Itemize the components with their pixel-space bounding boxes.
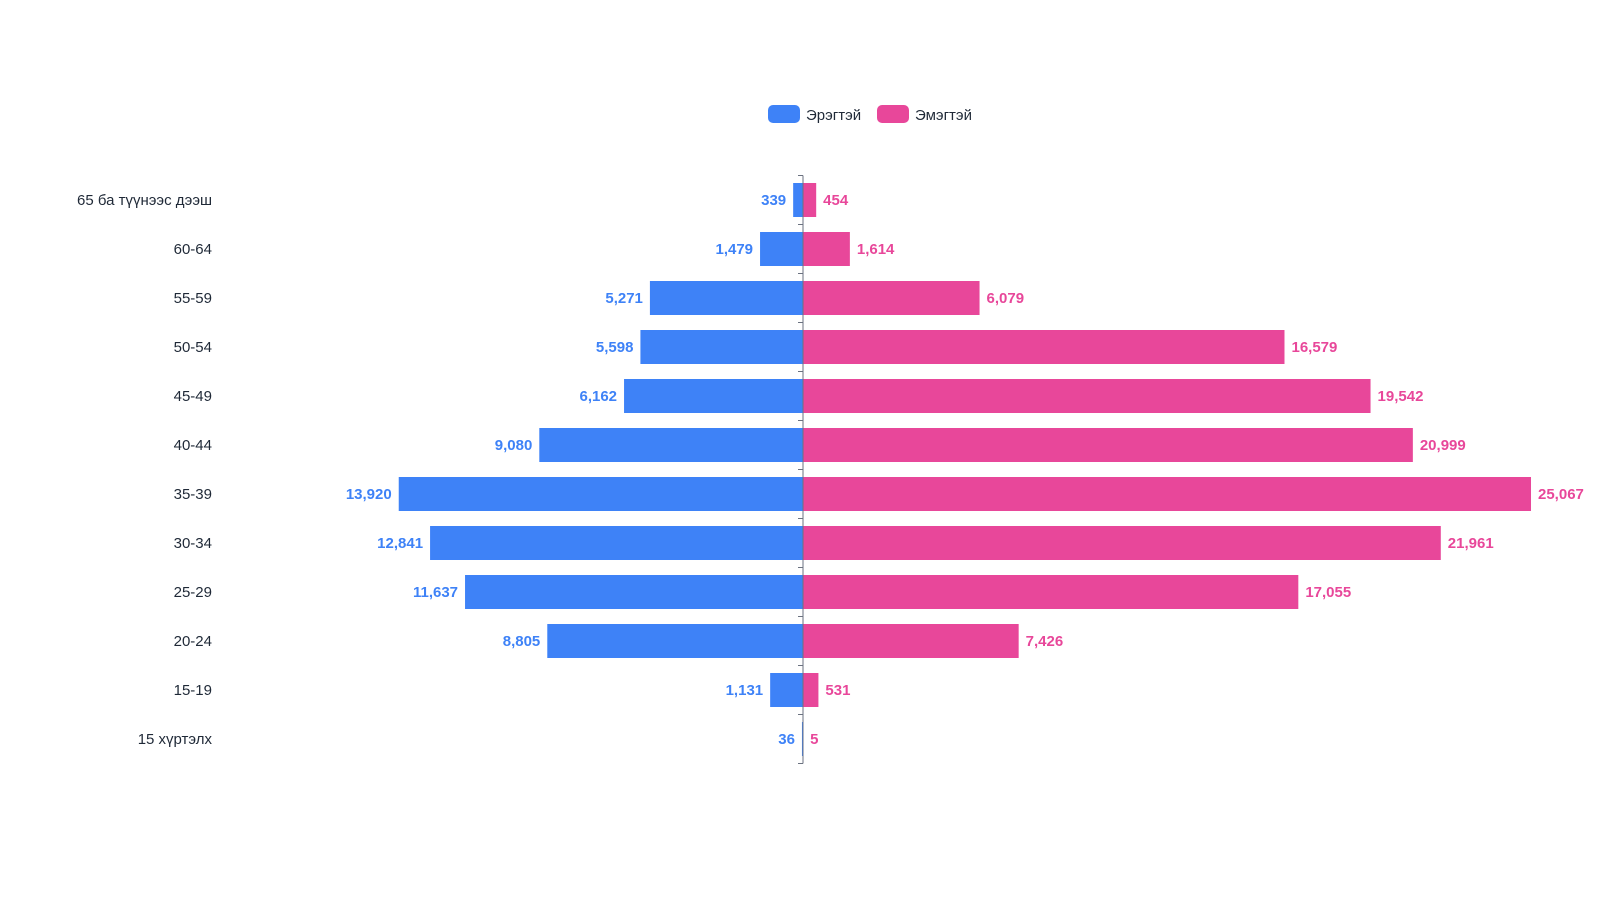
value-label-male: 339 <box>761 192 786 209</box>
bar-male[interactable] <box>430 526 803 560</box>
bar-male[interactable] <box>465 575 803 609</box>
bar-male[interactable] <box>760 232 803 266</box>
category-label: 65 ба түүнээс дээш <box>77 192 212 209</box>
category-label: 45-49 <box>174 388 212 405</box>
value-label-female: 7,426 <box>1026 633 1064 650</box>
value-label-female: 1,614 <box>857 241 895 258</box>
value-label-female: 531 <box>825 682 850 699</box>
bar-female[interactable] <box>803 673 819 707</box>
value-label-male: 1,479 <box>715 241 753 258</box>
value-label-male: 5,598 <box>596 339 634 356</box>
category-label: 30-34 <box>174 535 212 552</box>
value-label-male: 8,805 <box>503 633 541 650</box>
legend-female[interactable]: Эмэгтэй <box>877 105 972 124</box>
value-label-male: 12,841 <box>377 535 423 552</box>
bar-male[interactable] <box>793 183 803 217</box>
bar-female[interactable] <box>803 379 1371 413</box>
bar-female[interactable] <box>803 526 1441 560</box>
bar-female[interactable] <box>803 477 1531 511</box>
bar-female[interactable] <box>803 428 1413 462</box>
bar-male[interactable] <box>801 722 803 756</box>
category-label: 50-54 <box>174 339 212 356</box>
category-label: 15-19 <box>174 682 212 699</box>
bar-male[interactable] <box>539 428 803 462</box>
value-label-male: 9,080 <box>495 437 533 454</box>
bar-female[interactable] <box>803 330 1285 364</box>
value-label-male: 6,162 <box>579 388 617 405</box>
value-label-male: 1,131 <box>726 682 764 699</box>
bar-female[interactable] <box>803 232 850 266</box>
value-labels: 339 454 1,479 1,614 5,271 6,079 5,598 16,579 6,1… <box>346 192 1584 748</box>
value-label-female: 25,067 <box>1538 486 1584 503</box>
chart-bars <box>398 183 1531 756</box>
value-label-female: 5 <box>810 731 818 748</box>
legend-male[interactable]: Эрэгтэй <box>768 105 861 124</box>
value-label-female: 19,542 <box>1378 388 1424 405</box>
center-axis <box>798 175 804 764</box>
category-label: 15 хүртэлх <box>138 731 213 748</box>
legend-male-swatch <box>768 105 800 123</box>
bar-male[interactable] <box>624 379 803 413</box>
bar-male[interactable] <box>398 477 803 511</box>
chart-legend: Эрэгтэй Эмэгтэй <box>768 105 972 124</box>
category-label: 60-64 <box>174 241 212 258</box>
category-labels: 65 ба түүнээс дээш 60-64 55-59 50-54 45-49 40… <box>77 192 212 748</box>
legend-female-label: Эмэгтэй <box>915 107 972 124</box>
category-label: 20-24 <box>174 633 212 650</box>
value-label-female: 17,055 <box>1305 584 1351 601</box>
bar-male[interactable] <box>770 673 803 707</box>
value-label-female: 454 <box>823 192 849 209</box>
value-label-male: 13,920 <box>346 486 392 503</box>
category-label: 40-44 <box>174 437 212 454</box>
bar-female[interactable] <box>803 624 1019 658</box>
bar-female[interactable] <box>803 575 1299 609</box>
value-label-female: 21,961 <box>1448 535 1494 552</box>
value-label-female: 16,579 <box>1291 339 1337 356</box>
value-label-male: 11,637 <box>413 584 458 601</box>
bar-male[interactable] <box>649 281 803 315</box>
legend-male-label: Эрэгтэй <box>806 107 861 124</box>
legend-female-swatch <box>877 105 909 123</box>
value-label-male: 36 <box>778 731 795 748</box>
value-label-female: 20,999 <box>1420 437 1466 454</box>
category-label: 25-29 <box>174 584 212 601</box>
category-label: 35-39 <box>174 486 212 503</box>
bar-female[interactable] <box>803 183 817 217</box>
bar-male[interactable] <box>640 330 803 364</box>
bar-female[interactable] <box>803 281 980 315</box>
value-label-male: 5,271 <box>605 290 643 307</box>
value-label-female: 6,079 <box>987 290 1025 307</box>
category-label: 55-59 <box>174 290 212 307</box>
bar-male[interactable] <box>547 624 803 658</box>
